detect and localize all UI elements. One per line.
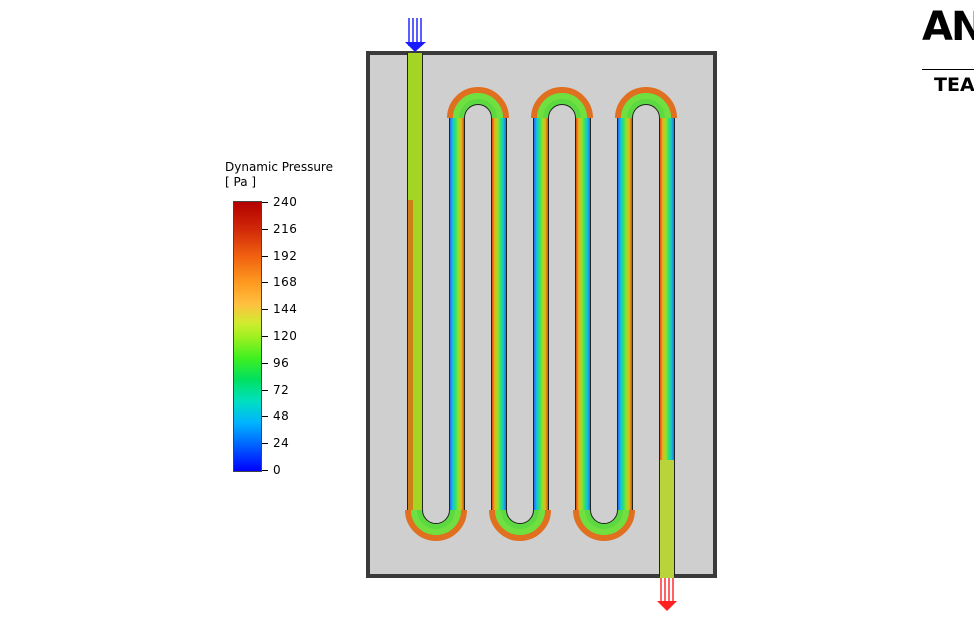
legend-title: Dynamic Pressure [ Pa ] [225, 160, 333, 190]
legend-tick-mark [262, 255, 268, 257]
legend-tick-label: 240 [273, 195, 298, 209]
brand-logo: AN [922, 4, 974, 50]
legend-tick-mark [262, 389, 268, 391]
legend-tick-mark [262, 228, 268, 230]
brand-subtext: TEA [934, 74, 974, 96]
legend-tick-label: 168 [273, 275, 298, 290]
legend-tick-label: 120 [273, 329, 298, 343]
legend-tick-mark [262, 336, 268, 337]
legend-unit-label: [ Pa ] [225, 175, 257, 189]
channel-contours [405, 53, 677, 578]
legend-tick-mark [262, 202, 268, 203]
legend-tick-label: 96 [273, 355, 290, 370]
legend-tick-label: 72 [273, 382, 290, 397]
legend-tick-mark [262, 443, 268, 445]
legend-tick-mark [262, 470, 268, 471]
legend-tick-label: 0 [273, 463, 282, 477]
legend-tick-label: 216 [273, 221, 298, 236]
legend-tick-label: 48 [273, 409, 290, 424]
legend-quantity-label: Dynamic Pressure [225, 160, 333, 174]
legend-tick-label: 144 [273, 302, 298, 317]
legend-tick-mark [262, 362, 268, 364]
legend-tick-label: 192 [273, 248, 298, 263]
legend-tick-label: 24 [273, 436, 290, 451]
legend-tick-mark [262, 416, 268, 418]
logo-divider [922, 69, 974, 70]
outlet-flow-arrows-icon [657, 578, 677, 611]
legend-tick-mark [262, 309, 268, 311]
color-legend-bar [233, 201, 262, 472]
inlet-flow-arrows-icon [405, 18, 426, 52]
legend-tick-mark [262, 282, 268, 284]
